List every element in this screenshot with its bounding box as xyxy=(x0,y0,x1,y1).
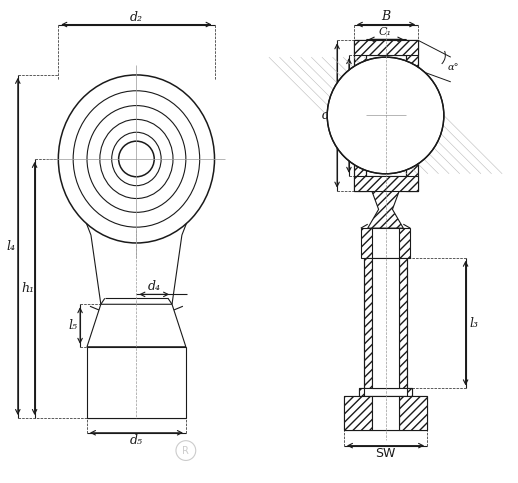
Polygon shape xyxy=(399,396,427,430)
Polygon shape xyxy=(361,228,410,258)
Text: B: B xyxy=(381,10,390,23)
Polygon shape xyxy=(344,396,372,430)
Text: d₄: d₄ xyxy=(148,280,161,293)
Text: SW: SW xyxy=(376,447,396,460)
Polygon shape xyxy=(359,388,364,396)
Text: l₄: l₄ xyxy=(6,240,16,253)
Text: h₁: h₁ xyxy=(21,282,34,295)
Text: C₁: C₁ xyxy=(379,28,392,38)
Circle shape xyxy=(327,57,444,174)
Circle shape xyxy=(119,141,154,177)
Ellipse shape xyxy=(59,75,214,243)
Text: d₃: d₃ xyxy=(379,408,392,421)
Polygon shape xyxy=(372,228,399,258)
Polygon shape xyxy=(354,41,418,55)
Polygon shape xyxy=(87,304,186,347)
Ellipse shape xyxy=(112,132,161,185)
Polygon shape xyxy=(372,396,399,430)
Polygon shape xyxy=(407,388,412,396)
Text: α°: α° xyxy=(448,62,459,71)
Ellipse shape xyxy=(87,106,186,213)
Polygon shape xyxy=(354,41,366,191)
Text: d₂: d₂ xyxy=(130,11,143,24)
Polygon shape xyxy=(368,191,404,228)
Text: l₅: l₅ xyxy=(69,319,78,332)
Polygon shape xyxy=(399,258,407,388)
Polygon shape xyxy=(406,41,418,191)
Text: R: R xyxy=(182,445,189,455)
Polygon shape xyxy=(372,258,399,388)
Polygon shape xyxy=(344,396,427,430)
Polygon shape xyxy=(359,388,412,396)
Polygon shape xyxy=(87,347,186,418)
Text: l₃: l₃ xyxy=(469,316,478,329)
Ellipse shape xyxy=(100,119,173,199)
Ellipse shape xyxy=(73,91,200,227)
Text: d₁: d₁ xyxy=(322,109,335,122)
Polygon shape xyxy=(364,258,372,388)
Circle shape xyxy=(176,440,196,460)
Polygon shape xyxy=(354,176,418,191)
Text: d: d xyxy=(340,109,348,122)
Text: d₅: d₅ xyxy=(130,434,143,447)
